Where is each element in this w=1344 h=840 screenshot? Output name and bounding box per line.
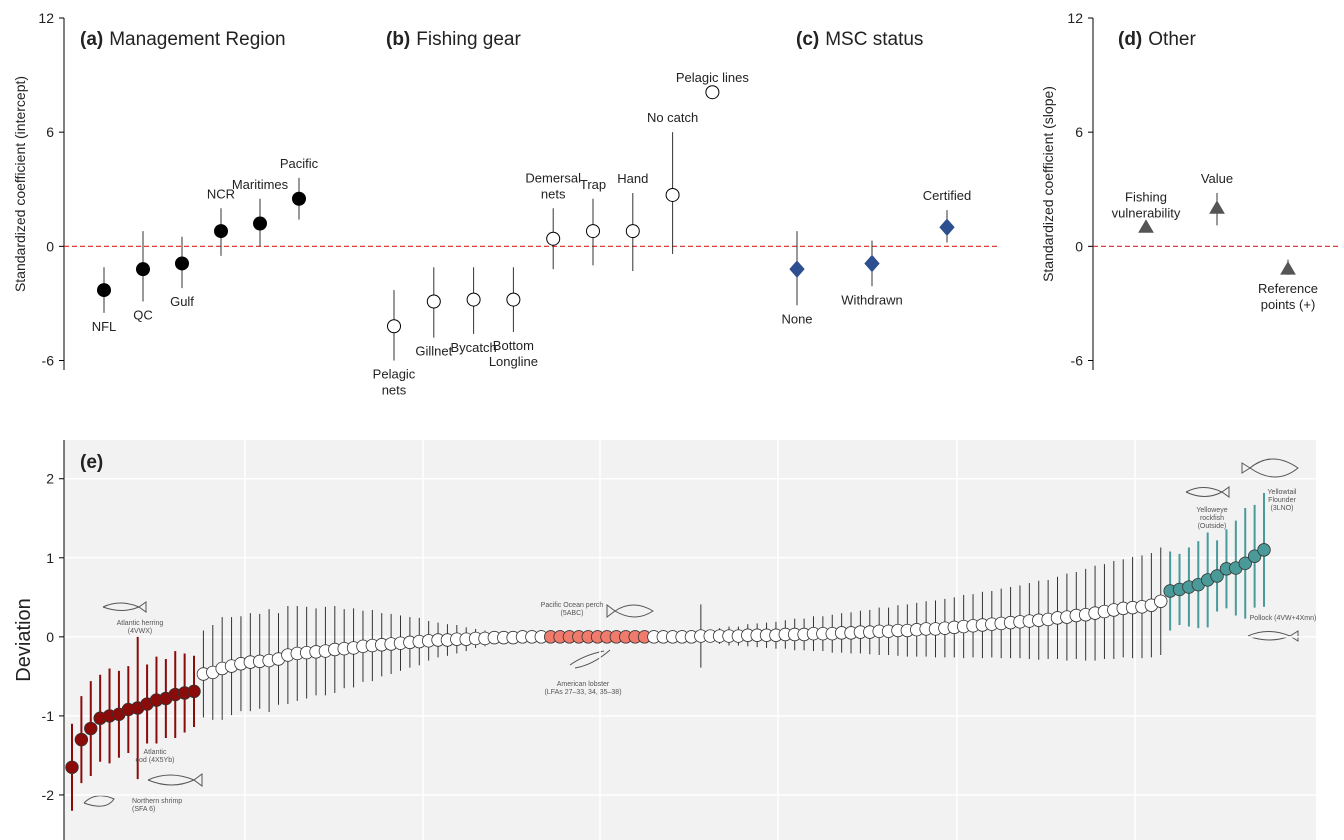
point-label: Gillnet — [415, 344, 452, 359]
panel-title-text: Management Region — [109, 29, 285, 50]
panel-title-text: Other — [1148, 29, 1196, 50]
point-label: NFL — [92, 319, 117, 334]
panel-tag: (e) — [80, 452, 103, 473]
point — [1247, 549, 1262, 563]
panel-title: (d) Other — [1118, 29, 1196, 50]
point — [292, 191, 306, 206]
point-label: Pacific — [280, 156, 319, 171]
y-tick-label: 12 — [38, 10, 54, 26]
point — [175, 256, 189, 271]
point — [864, 254, 880, 273]
y-axis-label: Standardized coefficient (slope) — [1040, 86, 1056, 282]
y-tick-label: 0 — [46, 629, 54, 645]
y-tick-label: 1 — [46, 550, 54, 566]
annotation: Yelloweye rockfish (Outside) — [1196, 507, 1227, 530]
y-tick-label: 2 — [46, 471, 54, 487]
point — [1210, 569, 1224, 583]
point-label: Hand — [617, 171, 648, 186]
y-tick-label: 12 — [1067, 10, 1083, 26]
point-label: Value — [1201, 171, 1233, 186]
point — [466, 292, 481, 307]
y-tick-label: 0 — [46, 238, 54, 254]
annotation: Northern shrimp (SFA 6) — [132, 798, 182, 813]
point — [1257, 543, 1271, 557]
point-label: Gulf — [170, 294, 194, 309]
annotation: Atlantic herring (4VWX) — [117, 620, 164, 635]
point-label: Trap — [580, 177, 606, 192]
fish-icons — [83, 458, 1299, 807]
point — [1154, 594, 1168, 608]
point — [65, 760, 79, 774]
panel-title: (b) Fishing gear — [386, 29, 521, 50]
point — [74, 732, 89, 747]
point — [136, 262, 150, 277]
point-label: Demersal nets — [525, 170, 581, 201]
point-label: Maritimes — [232, 177, 289, 192]
point-label: Pelagic nets — [373, 366, 416, 397]
point — [387, 319, 401, 334]
point — [506, 292, 521, 307]
y-tick-label: 0 — [1075, 238, 1083, 254]
annotation: Pollock (4VW+4Xmn) — [1250, 615, 1317, 622]
point — [187, 684, 201, 699]
point — [939, 218, 955, 237]
point — [665, 187, 680, 202]
annotation: Yellowtail Flounder (3LNO) — [1268, 489, 1297, 512]
y-tick-label: -6 — [42, 352, 55, 368]
point — [97, 283, 111, 298]
panel-tag: (b) — [386, 29, 410, 50]
point — [625, 224, 640, 239]
point — [546, 231, 561, 246]
point-label: Bottom Longline — [489, 338, 538, 369]
point-label: Withdrawn — [841, 292, 902, 307]
annotation: Atlantic cod (4X5Yb) — [136, 749, 175, 764]
point — [1280, 261, 1296, 275]
point — [426, 294, 441, 309]
point-label: Reference points (+) — [1258, 281, 1318, 312]
point-label: Pelagic lines — [676, 70, 749, 85]
point — [705, 85, 720, 100]
point-label: None — [781, 311, 812, 326]
y-axis-label: Standardized coefficient (intercept) — [12, 76, 28, 292]
y-tick-label: -1 — [42, 708, 55, 724]
point — [214, 224, 228, 239]
point-label: NCR — [207, 186, 235, 201]
point — [253, 216, 267, 231]
y-axis-label: Deviation — [13, 598, 35, 681]
y-tick-label: 6 — [1075, 124, 1083, 140]
point — [1138, 219, 1154, 233]
point-label: Certified — [923, 188, 971, 203]
panel-title-text: MSC status — [825, 29, 923, 50]
y-tick-label: -2 — [42, 787, 55, 803]
annotation: American lobster (LFAs 27–33, 34, 35–38) — [544, 681, 621, 696]
point-label: QC — [133, 308, 153, 323]
panel-title: (c) MSC status — [796, 29, 923, 50]
panel-tag: (d) — [1118, 29, 1142, 50]
point-label: No catch — [647, 110, 698, 125]
point — [789, 260, 805, 278]
point — [586, 224, 600, 239]
panel-tag: (c) — [796, 29, 819, 50]
panel-title: (e) — [80, 452, 103, 473]
panel-title-text: Fishing gear — [416, 29, 521, 50]
point — [1238, 556, 1252, 571]
point — [84, 721, 98, 736]
y-tick-label: -6 — [1071, 352, 1084, 368]
y-tick-label: 6 — [46, 124, 54, 140]
point — [1209, 200, 1225, 214]
annotation: Pacific Ocean perch (5ABC) — [541, 602, 604, 617]
point-label: Fishing vulnerability — [1112, 189, 1181, 220]
panel-tag: (a) — [80, 29, 103, 50]
point-label: Bycatch — [450, 340, 496, 355]
panel-title: (a) Management Region — [80, 29, 286, 50]
